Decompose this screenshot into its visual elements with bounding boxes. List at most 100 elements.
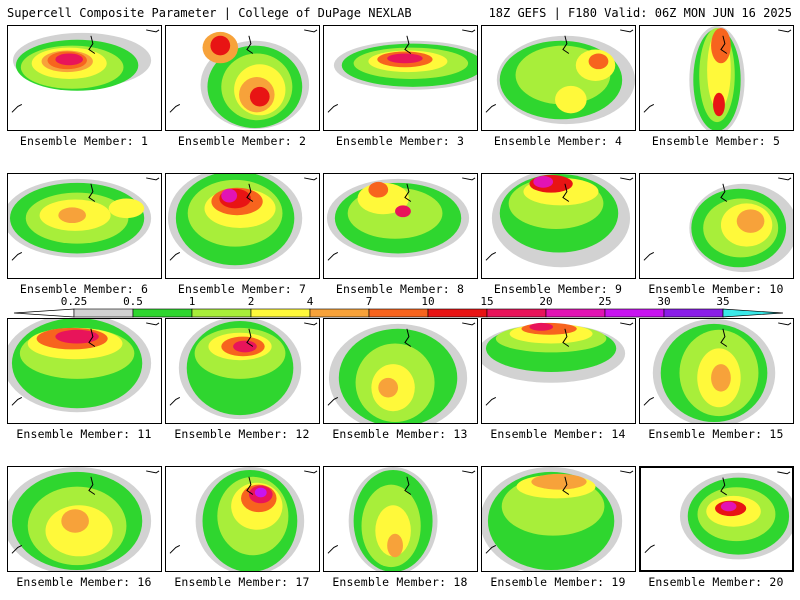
coastline (777, 471, 791, 475)
ensemble-panel-11[interactable] (7, 318, 162, 424)
ensemble-panel-16[interactable] (7, 466, 162, 572)
scp-contour (555, 85, 587, 114)
ensemble-panel-6[interactable] (7, 173, 162, 279)
panel-label: Ensemble Member: 3 (335, 134, 465, 148)
coastline (404, 328, 412, 347)
scp-contour (368, 181, 389, 198)
panel-label: Ensemble Member: 9 (493, 282, 623, 296)
panel-label: Ensemble Member: 14 (490, 427, 626, 441)
coastline (462, 29, 476, 33)
coastline (246, 476, 254, 495)
scp-contour (108, 198, 145, 219)
panel-label: Ensemble Member: 15 (648, 427, 784, 441)
ensemble-panel-2[interactable] (165, 25, 320, 131)
scp-field-map (485, 174, 634, 268)
coastline (169, 104, 181, 113)
panel-label: Ensemble Member: 17 (174, 575, 310, 589)
ensemble-panel-4[interactable] (481, 25, 636, 131)
scp-contour (221, 188, 238, 203)
ensemble-panel-1[interactable] (7, 25, 162, 131)
scp-contour (711, 27, 731, 64)
coastline (146, 322, 160, 326)
ensemble-panel-18[interactable] (323, 466, 478, 572)
scp-contour (249, 86, 270, 107)
ensemble-panel-3[interactable] (323, 25, 478, 131)
scp-contour (588, 53, 609, 70)
coastline (11, 104, 23, 113)
coastline (88, 183, 96, 202)
scp-field-map (8, 319, 160, 413)
ensemble-panel-15[interactable] (639, 318, 794, 424)
panel-label: Ensemble Member: 4 (493, 134, 623, 148)
coastline (169, 397, 181, 406)
panel-label: Ensemble Member: 2 (177, 134, 307, 148)
ensemble-panel-5[interactable] (639, 25, 794, 131)
panel-label: Ensemble Member: 5 (651, 134, 781, 148)
scp-contour (529, 322, 554, 331)
coastline (620, 177, 634, 181)
scp-contour (395, 205, 411, 218)
colorbar-tick-label: 15 (480, 295, 494, 308)
ensemble-panel-9[interactable] (481, 173, 636, 279)
ensemble-panel-7[interactable] (165, 173, 320, 279)
coastline (643, 104, 655, 113)
colorbar-under-arrow (13, 308, 75, 318)
scp-contour (210, 35, 231, 56)
colorbar-bin (132, 308, 193, 318)
scp-contour (378, 377, 399, 398)
coastline (11, 545, 23, 554)
colorbar-tick-label: 4 (306, 295, 314, 308)
scp-contour (711, 364, 731, 392)
colorbar-tick-label: 25 (598, 295, 612, 308)
colorbar-tick-label: 0.25 (60, 295, 88, 308)
panel-label: Ensemble Member: 12 (174, 427, 310, 441)
colorbar-bin (191, 308, 252, 318)
ensemble-panel-17[interactable] (165, 466, 320, 572)
coastline (169, 252, 181, 261)
ensemble-panel-14[interactable] (481, 318, 636, 424)
header: Supercell Composite Parameter | College … (0, 0, 800, 24)
scp-field-map (482, 467, 634, 571)
panel-label: Ensemble Member: 18 (332, 575, 468, 589)
scp-field-map (643, 26, 792, 130)
coastline (11, 252, 23, 261)
scp-contour (713, 92, 725, 117)
colorbar-bin (368, 308, 429, 318)
ensemble-panel-19[interactable] (481, 466, 636, 572)
ensemble-panel-8[interactable] (323, 173, 478, 279)
coastline (720, 477, 727, 496)
ensemble-panel-13[interactable] (323, 318, 478, 424)
coastline (485, 104, 497, 113)
coastline (11, 397, 23, 406)
coastline (246, 328, 254, 347)
coastline (327, 397, 339, 406)
coastline (404, 183, 412, 202)
coastline (720, 328, 728, 347)
panel-label: Ensemble Member: 6 (19, 282, 149, 296)
colorbar-bin (486, 308, 547, 318)
coastline (485, 397, 497, 406)
ensemble-panel-20[interactable] (639, 466, 794, 572)
colorbar-tick-label: 2 (247, 295, 255, 308)
coastline (327, 545, 339, 554)
coastline (485, 252, 497, 261)
colorbar-tick-label: 10 (421, 295, 435, 308)
scp-field-map (643, 319, 792, 423)
scp-field-map (643, 177, 793, 273)
scp-contour (233, 340, 257, 353)
coastline (644, 544, 655, 554)
coastline (620, 29, 634, 33)
scp-contour (55, 329, 99, 344)
coastline (562, 328, 570, 347)
ensemble-panel-10[interactable] (639, 173, 794, 279)
ensemble-panel-12[interactable] (165, 318, 320, 424)
coastline (327, 104, 339, 113)
coastline (246, 183, 254, 202)
scp-contour (387, 533, 403, 558)
coastline (88, 476, 96, 495)
coastline (304, 177, 318, 181)
panel-label: Ensemble Member: 8 (335, 282, 465, 296)
scp-field-map (326, 177, 476, 261)
scp-field-map (485, 29, 635, 125)
panel-label: Ensemble Member: 7 (177, 282, 307, 296)
